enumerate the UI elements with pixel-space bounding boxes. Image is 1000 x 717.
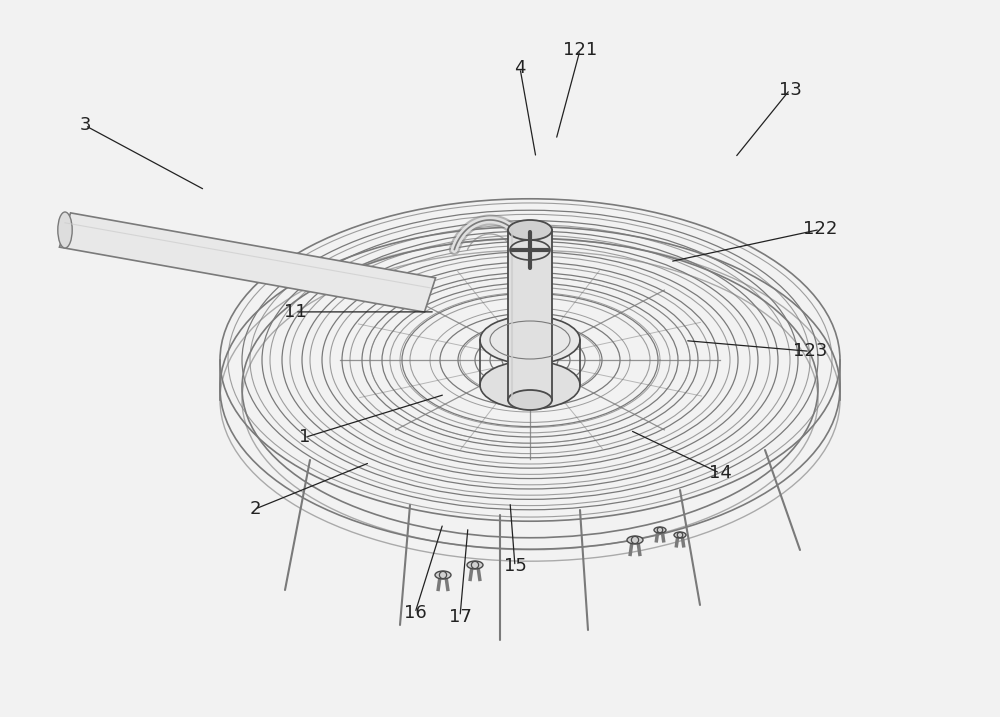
Polygon shape — [59, 213, 436, 312]
Text: 16: 16 — [404, 604, 426, 622]
Ellipse shape — [508, 390, 552, 410]
Text: 121: 121 — [563, 41, 597, 60]
Text: 2: 2 — [249, 500, 261, 518]
Ellipse shape — [480, 316, 580, 364]
Ellipse shape — [480, 361, 580, 409]
Text: 3: 3 — [79, 116, 91, 135]
Ellipse shape — [58, 212, 72, 248]
Text: 123: 123 — [793, 342, 827, 361]
Text: 17: 17 — [449, 607, 471, 626]
Text: 11: 11 — [284, 303, 306, 321]
Ellipse shape — [508, 220, 552, 240]
Ellipse shape — [627, 536, 643, 544]
Text: 13: 13 — [779, 80, 801, 99]
Ellipse shape — [674, 532, 686, 538]
Text: 14: 14 — [709, 464, 731, 483]
Text: 15: 15 — [504, 557, 526, 576]
Ellipse shape — [467, 561, 483, 569]
Text: 1: 1 — [299, 428, 311, 447]
FancyBboxPatch shape — [508, 230, 552, 400]
Text: 4: 4 — [514, 59, 526, 77]
Text: 122: 122 — [803, 220, 837, 239]
Ellipse shape — [654, 527, 666, 533]
Ellipse shape — [435, 571, 451, 579]
